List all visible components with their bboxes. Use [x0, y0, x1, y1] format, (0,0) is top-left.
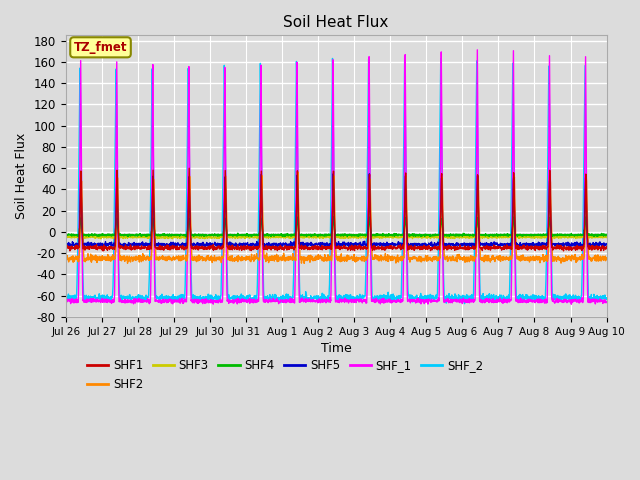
- Legend: SHF1, SHF2, SHF3, SHF4, SHF5, SHF_1, SHF_2: SHF1, SHF2, SHF3, SHF4, SHF5, SHF_1, SHF…: [83, 354, 488, 396]
- SHF2: [62, 256, 70, 262]
- SHF3: [62, 235, 70, 240]
- SHF4: [62, 233, 70, 239]
- SHF5: [330, 171, 337, 177]
- SHF_1: [352, 298, 360, 303]
- SHF4: [364, 228, 372, 233]
- SHF5: [276, 246, 284, 252]
- SHF5: [603, 241, 611, 247]
- SHF4: [570, 233, 578, 239]
- SHF3: [570, 235, 578, 240]
- SHF3: [556, 234, 563, 240]
- SHF_2: [62, 296, 70, 302]
- SHF1: [62, 244, 70, 250]
- Line: SHF4: SHF4: [66, 216, 607, 237]
- Y-axis label: Soil Heat Flux: Soil Heat Flux: [15, 133, 28, 219]
- SHF4: [330, 214, 337, 219]
- SHF4: [494, 233, 502, 239]
- SHF1: [213, 246, 221, 252]
- SHF_2: [494, 297, 502, 303]
- SHF_2: [352, 298, 360, 303]
- SHF3: [603, 234, 611, 240]
- X-axis label: Time: Time: [321, 342, 351, 355]
- SHF5: [570, 241, 578, 247]
- SHF_2: [556, 295, 563, 300]
- Line: SHF3: SHF3: [66, 212, 607, 239]
- SHF2: [212, 256, 220, 262]
- SHF4: [352, 233, 360, 239]
- SHF1: [364, 240, 372, 246]
- SHF3: [352, 234, 360, 240]
- SHF4: [213, 233, 221, 239]
- SHF3: [293, 209, 301, 215]
- SHF5: [494, 242, 502, 248]
- Title: Soil Heat Flux: Soil Heat Flux: [284, 15, 389, 30]
- SHF1: [186, 165, 193, 171]
- SHF2: [494, 256, 502, 262]
- SHF1: [494, 243, 502, 249]
- SHF2: [300, 261, 308, 266]
- SHF_1: [570, 297, 578, 303]
- SHF1: [99, 248, 107, 254]
- Line: SHF1: SHF1: [66, 168, 607, 251]
- SHF2: [294, 169, 302, 175]
- SHF1: [603, 243, 611, 249]
- SHF4: [556, 232, 563, 238]
- SHF3: [213, 235, 221, 241]
- SHF_2: [603, 295, 611, 301]
- SHF2: [603, 255, 611, 261]
- Line: SHF_1: SHF_1: [66, 50, 607, 304]
- SHF_1: [474, 47, 481, 53]
- SHF3: [97, 236, 105, 241]
- SHF2: [364, 252, 372, 258]
- SHF5: [364, 231, 372, 237]
- SHF_2: [364, 169, 371, 175]
- SHF4: [603, 232, 611, 238]
- SHF1: [352, 246, 360, 252]
- Line: SHF_2: SHF_2: [66, 56, 607, 304]
- SHF5: [62, 244, 70, 250]
- SHF4: [182, 234, 190, 240]
- Line: SHF5: SHF5: [66, 174, 607, 249]
- Line: SHF2: SHF2: [66, 172, 607, 264]
- SHF2: [570, 257, 578, 263]
- Text: TZ_fmet: TZ_fmet: [74, 41, 127, 54]
- SHF_2: [570, 297, 578, 302]
- SHF5: [556, 242, 563, 248]
- SHF2: [352, 256, 360, 262]
- SHF_1: [603, 300, 611, 305]
- SHF_2: [461, 301, 468, 307]
- SHF_1: [555, 298, 563, 304]
- SHF5: [352, 240, 360, 246]
- SHF3: [364, 231, 372, 237]
- SHF1: [556, 243, 563, 249]
- SHF2: [556, 255, 563, 261]
- SHF_2: [212, 296, 220, 301]
- SHF_1: [62, 296, 70, 302]
- SHF_2: [401, 53, 408, 59]
- SHF_1: [212, 299, 220, 305]
- SHF3: [494, 234, 502, 240]
- SHF1: [570, 246, 578, 252]
- SHF_1: [568, 301, 575, 307]
- SHF5: [212, 241, 220, 247]
- SHF_1: [364, 271, 371, 277]
- SHF_1: [493, 299, 501, 305]
